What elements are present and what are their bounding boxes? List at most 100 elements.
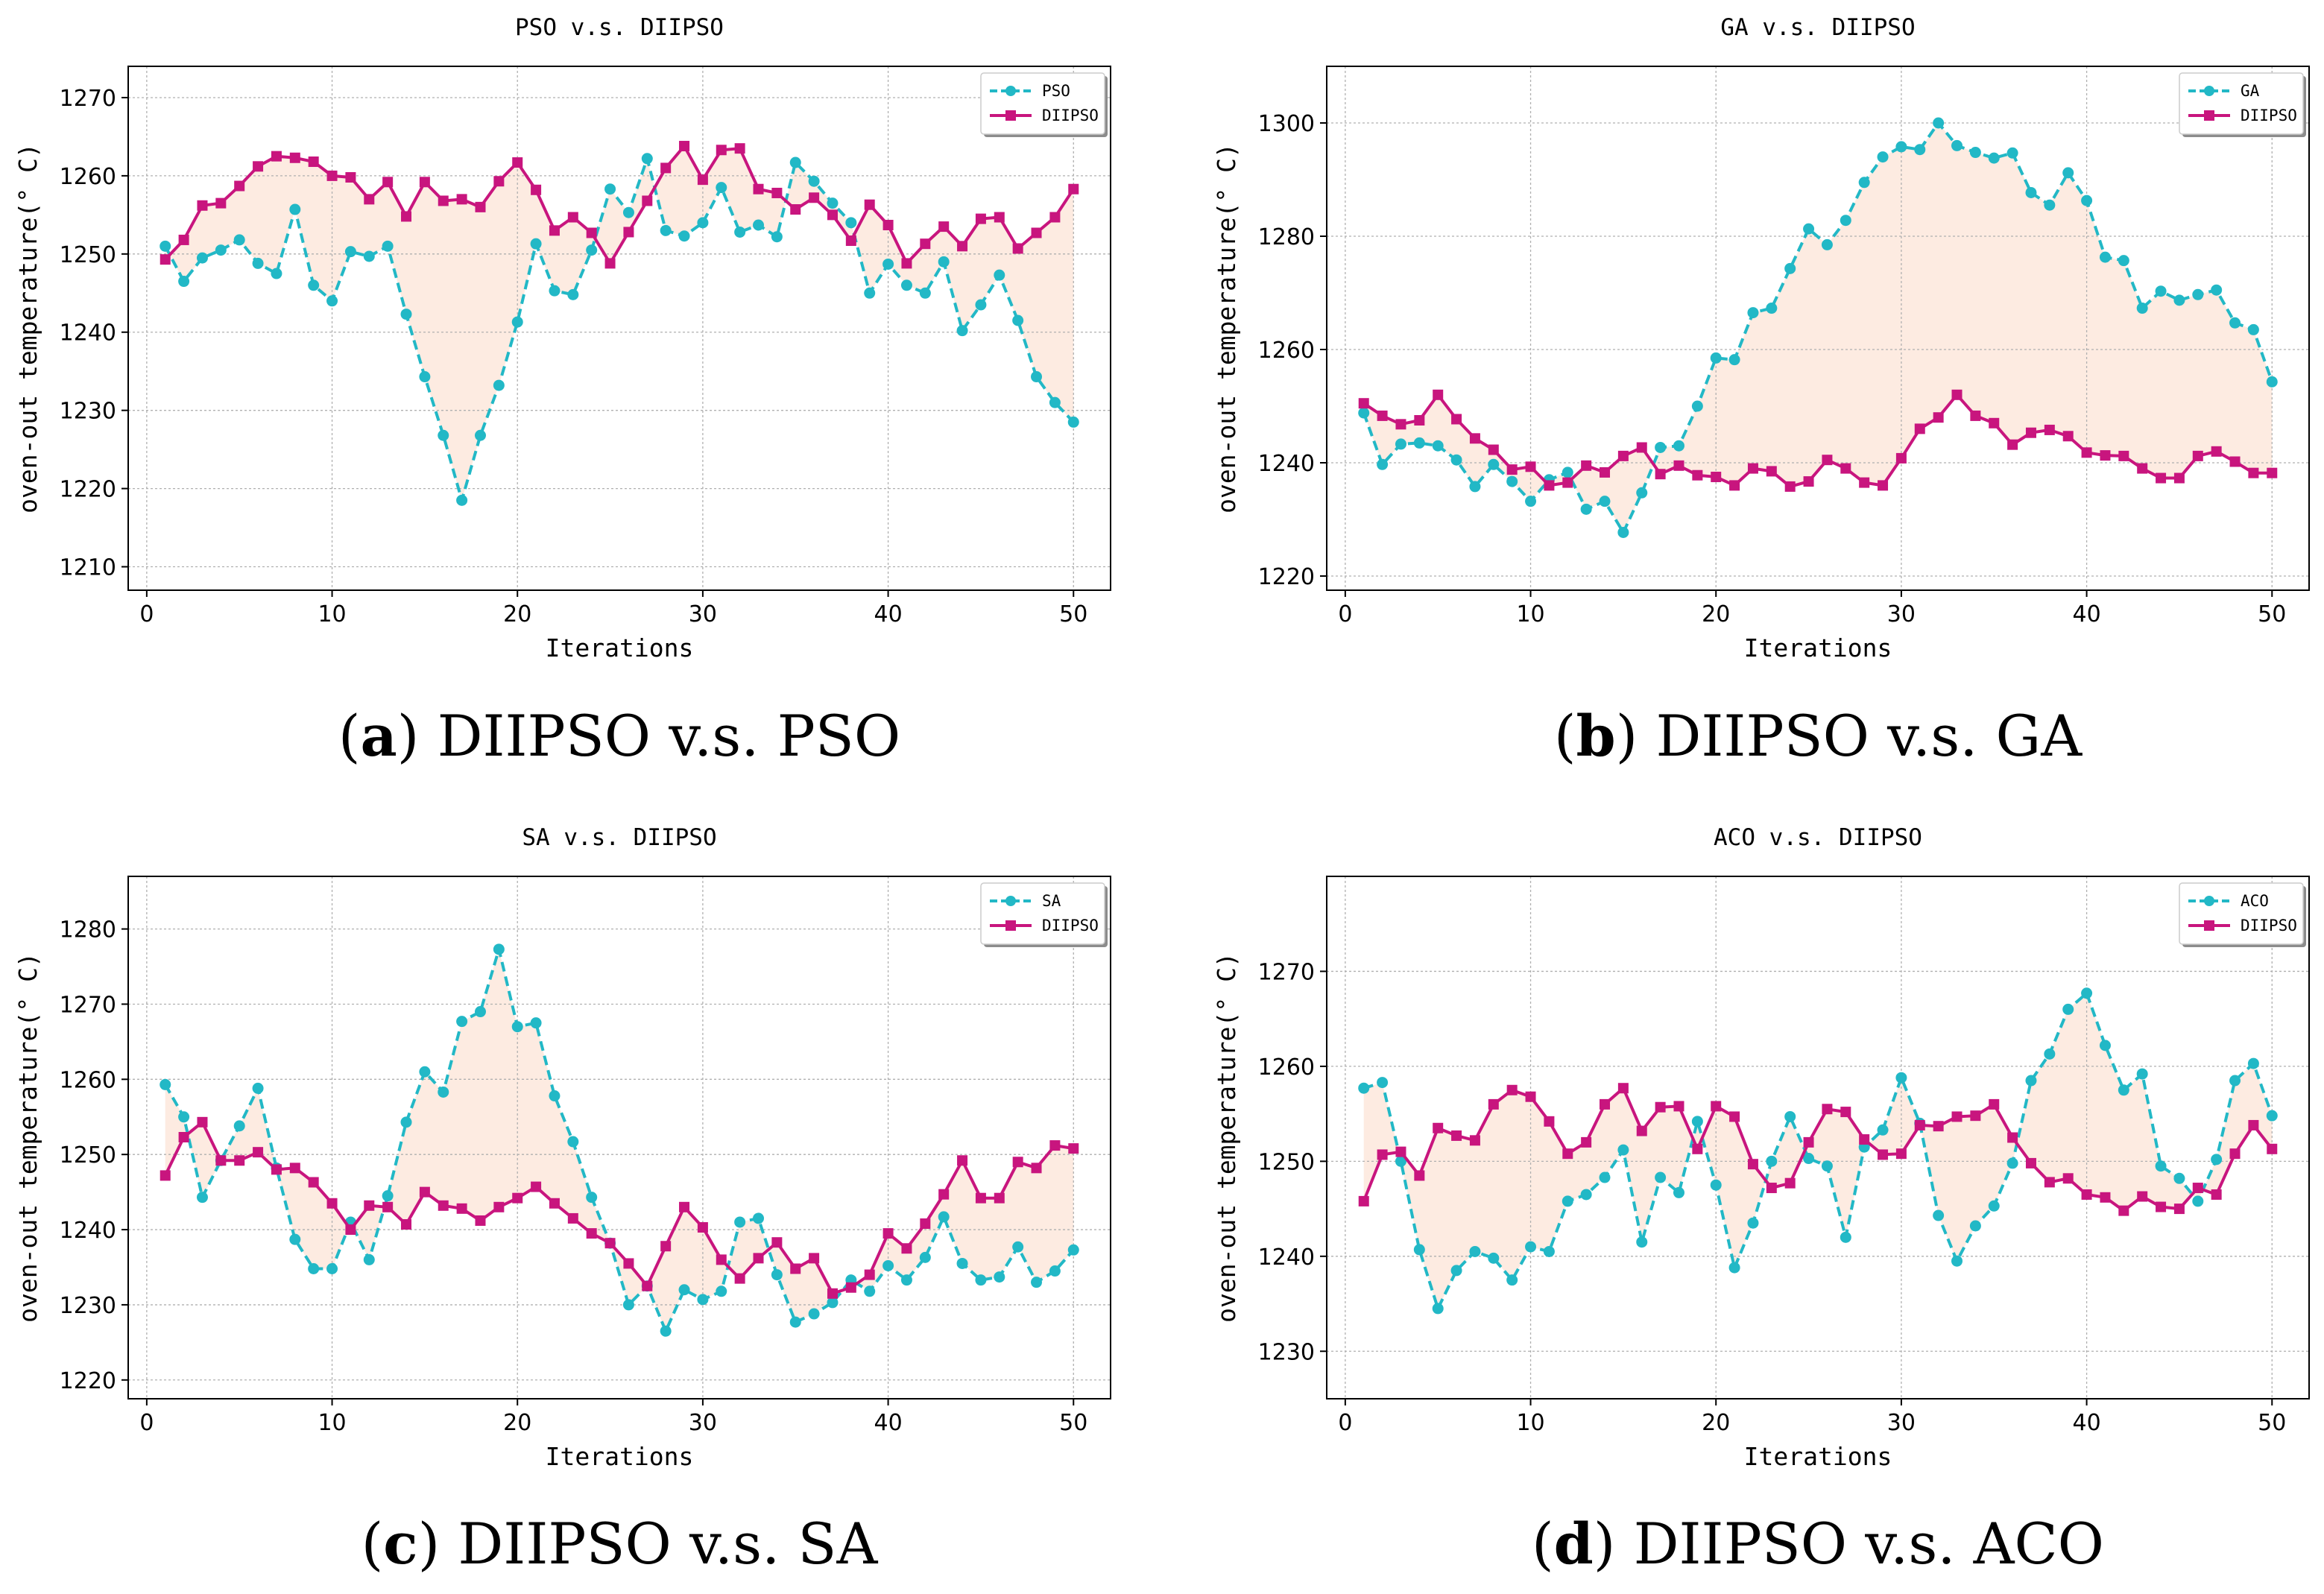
data-point-aco [1784, 1110, 1796, 1122]
data-point-diipso [1049, 212, 1061, 223]
data-point-diipso [1766, 1183, 1777, 1194]
data-point-ga [1617, 526, 1629, 538]
data-point-ga [1747, 307, 1759, 319]
data-point-sa [753, 1212, 765, 1224]
data-point-diipso [1784, 1177, 1796, 1189]
data-point-diipso [160, 254, 171, 265]
data-point-pso [994, 269, 1005, 281]
data-point-diipso [1914, 1119, 1925, 1130]
data-point-diipso [2118, 1205, 2129, 1216]
data-point-ga [2044, 199, 2056, 211]
y-tick-label: 1280 [60, 917, 116, 943]
data-point-pso [271, 268, 282, 279]
data-point-diipso [1673, 460, 1684, 471]
data-point-diipso [1636, 442, 1647, 453]
x-tick-label: 30 [1887, 601, 1916, 627]
data-point-pso [975, 299, 987, 311]
data-point-diipso [1377, 410, 1388, 421]
data-point-diipso [1729, 1111, 1740, 1122]
data-point-diipso [1469, 433, 1480, 444]
data-point-diipso [660, 1241, 672, 1252]
legend-label: PSO [1042, 82, 1070, 100]
data-point-ga [2266, 376, 2278, 388]
y-tick-label: 1220 [1258, 564, 1315, 590]
data-point-pso [956, 325, 968, 337]
data-point-diipso [604, 1238, 616, 1249]
data-point-diipso [253, 161, 264, 172]
data-point-aco [1617, 1144, 1629, 1156]
data-point-diipso [1711, 472, 1722, 482]
data-point-sa [160, 1078, 171, 1090]
data-point-ga [1636, 487, 1648, 499]
data-point-pso [308, 279, 320, 291]
data-point-diipso [438, 1200, 449, 1211]
data-point-diipso [1711, 1101, 1722, 1112]
data-point-ga [1858, 177, 1870, 189]
chart-panel-d: 0 10 20 30 40 50 1230 1240 1250 1260 1270 ACO v.s. … [1212, 824, 2310, 1577]
data-point-diipso [1989, 417, 2000, 428]
legend-label: DIIPSO [2241, 107, 2297, 124]
data-point-diipso [382, 177, 394, 188]
data-point-diipso [1692, 1143, 1703, 1154]
x-tick-label: 0 [1338, 1410, 1352, 1436]
data-point-diipso [326, 170, 338, 181]
data-point-aco [1450, 1265, 1462, 1277]
data-point-aco [1506, 1274, 1518, 1286]
data-point-diipso [197, 200, 208, 211]
data-point-pso [289, 203, 301, 215]
data-point-pso [808, 175, 820, 187]
data-point-ga [1562, 467, 1573, 478]
data-point-diipso [2156, 1201, 2167, 1212]
chart-title: ACO v.s. DIIPSO [1714, 824, 1922, 851]
plot-frame [1326, 876, 2310, 1400]
data-point-diipso [1636, 1125, 1647, 1136]
data-point-diipso [753, 1253, 764, 1264]
data-point-sa [493, 943, 505, 955]
data-point-diipso [2025, 427, 2036, 438]
data-point-aco [2006, 1157, 2018, 1169]
data-point-sa [233, 1120, 245, 1132]
data-point-diipso [1970, 410, 1981, 421]
data-point-diipso [697, 1222, 708, 1233]
data-point-sa [326, 1263, 338, 1275]
data-point-diipso [1031, 227, 1042, 238]
data-point-sa [1049, 1265, 1061, 1277]
data-point-diipso [660, 162, 672, 174]
between-series-fill [165, 146, 1074, 501]
data-point-diipso [178, 1131, 189, 1142]
data-point-diipso [2211, 446, 2222, 457]
data-point-diipso [2025, 1157, 2036, 1168]
data-point-diipso [1395, 419, 1406, 430]
data-point-diipso [2062, 431, 2074, 442]
data-point-aco [2173, 1172, 2185, 1184]
data-point-pso [1012, 314, 1024, 326]
data-point-ga [1395, 438, 1406, 450]
data-point-aco [1803, 1153, 1815, 1165]
data-point-aco [2044, 1048, 2056, 1060]
data-point-diipso [882, 219, 894, 230]
data-point-diipso [289, 152, 300, 163]
data-point-sa [697, 1294, 709, 1306]
data-point-sa [419, 1066, 431, 1078]
data-point-diipso [215, 197, 227, 209]
data-point-ga [1599, 496, 1611, 507]
data-point-aco [1562, 1195, 1573, 1207]
data-point-diipso [920, 238, 931, 250]
y-axis-label: oven-out temperature(° C) [1212, 952, 1241, 1323]
legend-label: DIIPSO [1042, 917, 1099, 934]
data-point-aco [1951, 1255, 1963, 1267]
data-point-diipso [1673, 1101, 1684, 1112]
data-point-pso [622, 206, 634, 218]
data-point-diipso [1525, 461, 1536, 472]
data-point-diipso [1878, 1149, 1889, 1160]
data-point-pso [1049, 396, 1061, 408]
data-point-diipso [2192, 1183, 2203, 1194]
x-axis-label: Iterations [1744, 1442, 1892, 1471]
data-point-ga [1710, 352, 1722, 364]
y-tick-label: 1270 [1258, 959, 1315, 985]
data-point-sa [864, 1285, 876, 1297]
data-point-diipso [2137, 1191, 2148, 1202]
data-point-diipso [1617, 1083, 1629, 1094]
data-point-pso [363, 250, 375, 262]
data-point-ga [2247, 323, 2259, 335]
